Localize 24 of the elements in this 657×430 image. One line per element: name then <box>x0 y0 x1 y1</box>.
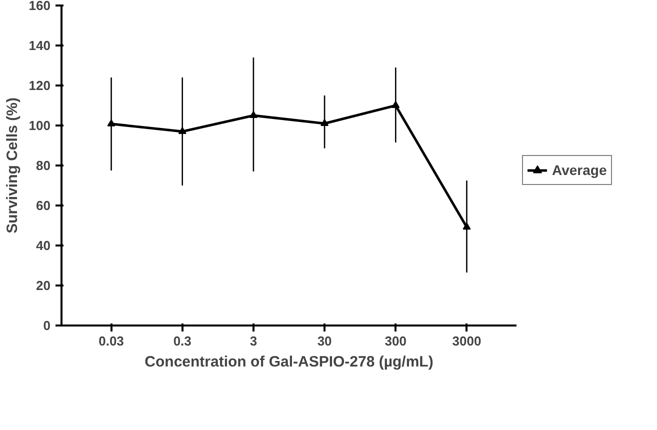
x-tick-label: 300 <box>384 334 406 348</box>
x-tick-label: 0.03 <box>98 334 124 348</box>
point <box>392 100 400 108</box>
y-tick-label: 0 <box>43 318 51 333</box>
x-tick-label: 0.3 <box>173 334 192 348</box>
y-tick-label: 100 <box>28 118 51 133</box>
point <box>249 110 258 118</box>
y-tick-label: 140 <box>28 38 51 53</box>
x-tick-label: 3 <box>250 334 258 348</box>
y-tick-label: 80 <box>36 158 51 173</box>
y-tick-label: 40 <box>36 238 51 253</box>
y-tick-label: 120 <box>28 78 51 93</box>
point <box>462 222 471 230</box>
y-tick-label: 60 <box>36 198 51 213</box>
x-axis-title: Concentration of Gal-ASPIO-278 (µg/mL) <box>144 354 434 370</box>
y-tick-label: 20 <box>36 278 51 293</box>
point <box>107 119 116 126</box>
x-tick-label: 30 <box>317 334 332 348</box>
y-axis-title: Surviving Cells (%) <box>4 98 21 234</box>
x-tick-label: 3000 <box>452 334 482 348</box>
legend-label: Average <box>552 162 607 178</box>
point <box>178 126 186 134</box>
y-tick-label: 160 <box>28 0 51 13</box>
point <box>320 118 329 126</box>
